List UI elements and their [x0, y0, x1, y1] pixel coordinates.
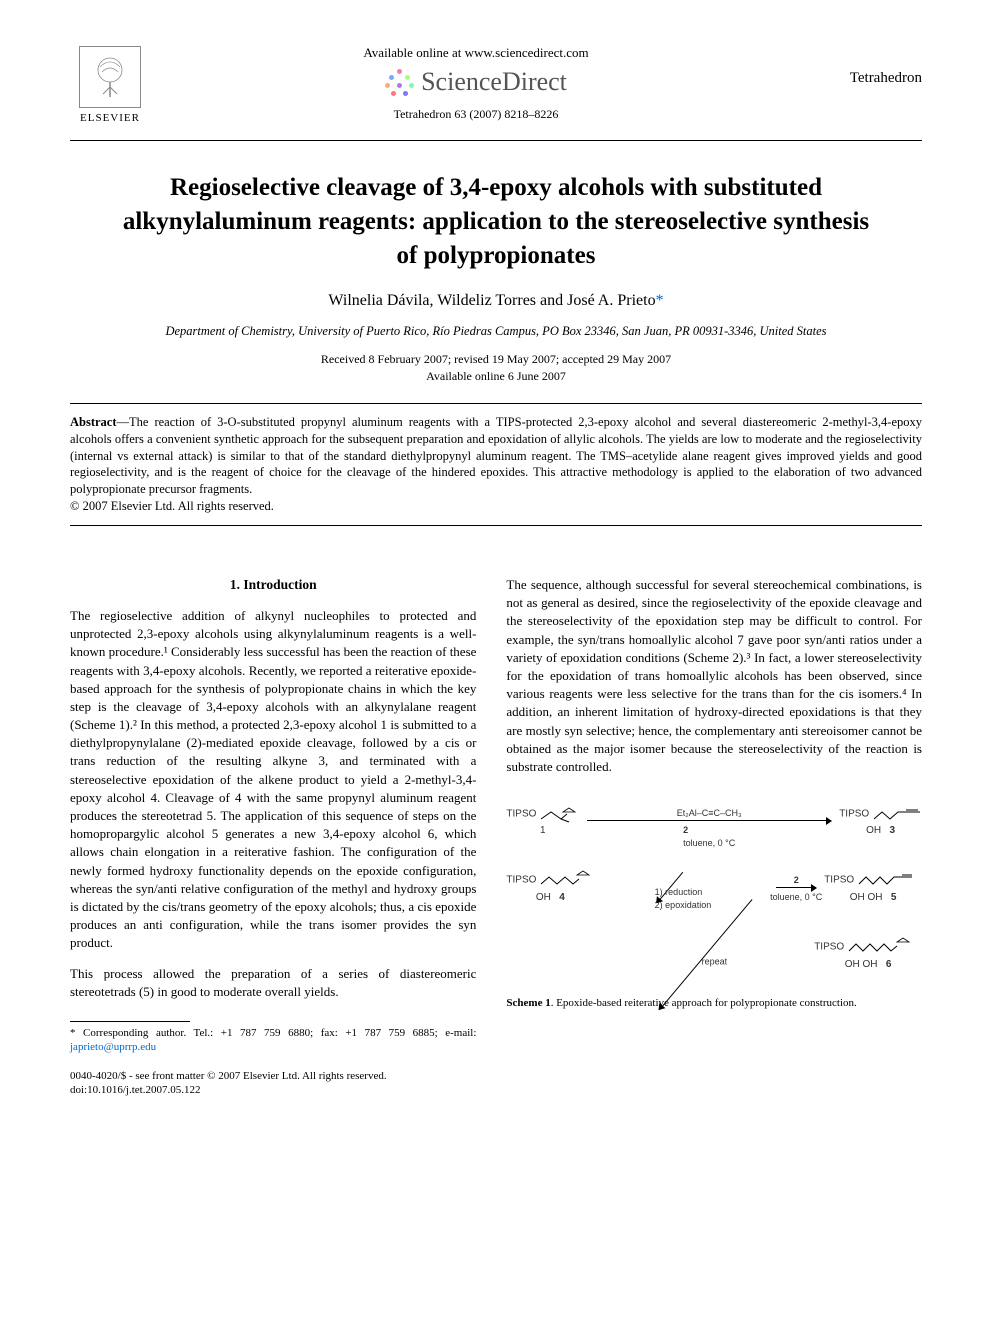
molecule-3: TIPSO OH 3	[839, 804, 922, 838]
intro-paragraph-3: The sequence, although successful for se…	[506, 576, 922, 776]
intro-paragraph-2: This process allowed the preparation of …	[70, 965, 476, 1001]
affiliation: Department of Chemistry, University of P…	[70, 324, 922, 339]
article-dates: Received 8 February 2007; revised 19 May…	[70, 351, 922, 385]
footnote-separator	[70, 1021, 190, 1022]
arrow-1: Et₂Al–C≡C–CH₃ 2toluene, 0 °C	[587, 820, 831, 821]
sd-dots-icon	[385, 67, 415, 97]
authors: Wilnelia Dávila, Wildeliz Torres and Jos…	[70, 292, 922, 310]
front-matter-line: 0040-4020/$ - see front matter © 2007 El…	[70, 1069, 476, 1083]
abstract-copyright: © 2007 Elsevier Ltd. All rights reserved…	[70, 499, 274, 513]
arrow-3: 2 toluene, 0 °C	[776, 887, 816, 888]
elsevier-logo: ELSEVIER	[70, 40, 150, 130]
body-columns: 1. Introduction The regioselective addit…	[70, 576, 922, 1097]
dates-online: Available online 6 June 2007	[70, 368, 922, 385]
header-row: ELSEVIER Available online at www.science…	[70, 40, 922, 130]
left-column: 1. Introduction The regioselective addit…	[70, 576, 476, 1097]
molecule-4: TIPSO OH 4	[506, 869, 594, 905]
right-column: The sequence, although successful for se…	[506, 576, 922, 1097]
sciencedirect-text: ScienceDirect	[421, 67, 567, 97]
abstract: Abstract—The reaction of 3-O-substituted…	[70, 414, 922, 515]
abstract-rule-top	[70, 403, 922, 404]
abstract-rule-bottom	[70, 525, 922, 526]
elsevier-tree-icon	[79, 46, 141, 108]
molecule-5: TIPSO OH OH 5	[824, 869, 922, 905]
corresponding-footnote: * Corresponding author. Tel.: +1 787 759…	[70, 1026, 476, 1055]
sciencedirect-logo: ScienceDirect	[385, 67, 567, 97]
molecule-1: TIPSO 1	[506, 804, 579, 838]
email-link[interactable]: japrieto@uprrp.edu	[70, 1041, 156, 1053]
bottom-bar: 0040-4020/$ - see front matter © 2007 El…	[70, 1069, 476, 1098]
journal-reference: Tetrahedron 63 (2007) 8218–8226	[150, 107, 802, 122]
abstract-label: Abstract	[70, 415, 117, 429]
publisher-name: ELSEVIER	[80, 112, 140, 124]
scheme-1-caption: Scheme 1Scheme 1. Epoxide-based reiterat…	[506, 996, 922, 1011]
corresponding-mark: *	[656, 292, 664, 309]
arrow-repeat: repeat	[660, 899, 753, 1010]
header-rule	[70, 140, 922, 141]
intro-paragraph-1: The regioselective addition of alkynyl n…	[70, 607, 476, 953]
article-title: Regioselective cleavage of 3,4-epoxy alc…	[110, 171, 882, 272]
scheme-1-diagram: TIPSO 1 Et₂Al–C≡C–CH₃ 2toluene, 0 °C TIP…	[506, 788, 922, 988]
center-header: Available online at www.sciencedirect.co…	[150, 40, 802, 122]
journal-name: Tetrahedron	[802, 40, 922, 87]
section-1-heading: 1. Introduction	[70, 576, 476, 595]
scheme-1: TIPSO 1 Et₂Al–C≡C–CH₃ 2toluene, 0 °C TIP…	[506, 788, 922, 1011]
abstract-text: —The reaction of 3-O-substituted propyny…	[70, 415, 922, 497]
available-online-text: Available online at www.sciencedirect.co…	[150, 45, 802, 61]
footnote-text: * Corresponding author. Tel.: +1 787 759…	[70, 1027, 476, 1039]
molecule-6: TIPSO OH OH 6	[814, 936, 922, 972]
doi-line: doi:10.1016/j.tet.2007.05.122	[70, 1083, 476, 1097]
arrow-2: 1) reduction2) epoxidation	[657, 871, 683, 902]
dates-received: Received 8 February 2007; revised 19 May…	[70, 351, 922, 368]
authors-list: Wilnelia Dávila, Wildeliz Torres and Jos…	[328, 292, 655, 309]
